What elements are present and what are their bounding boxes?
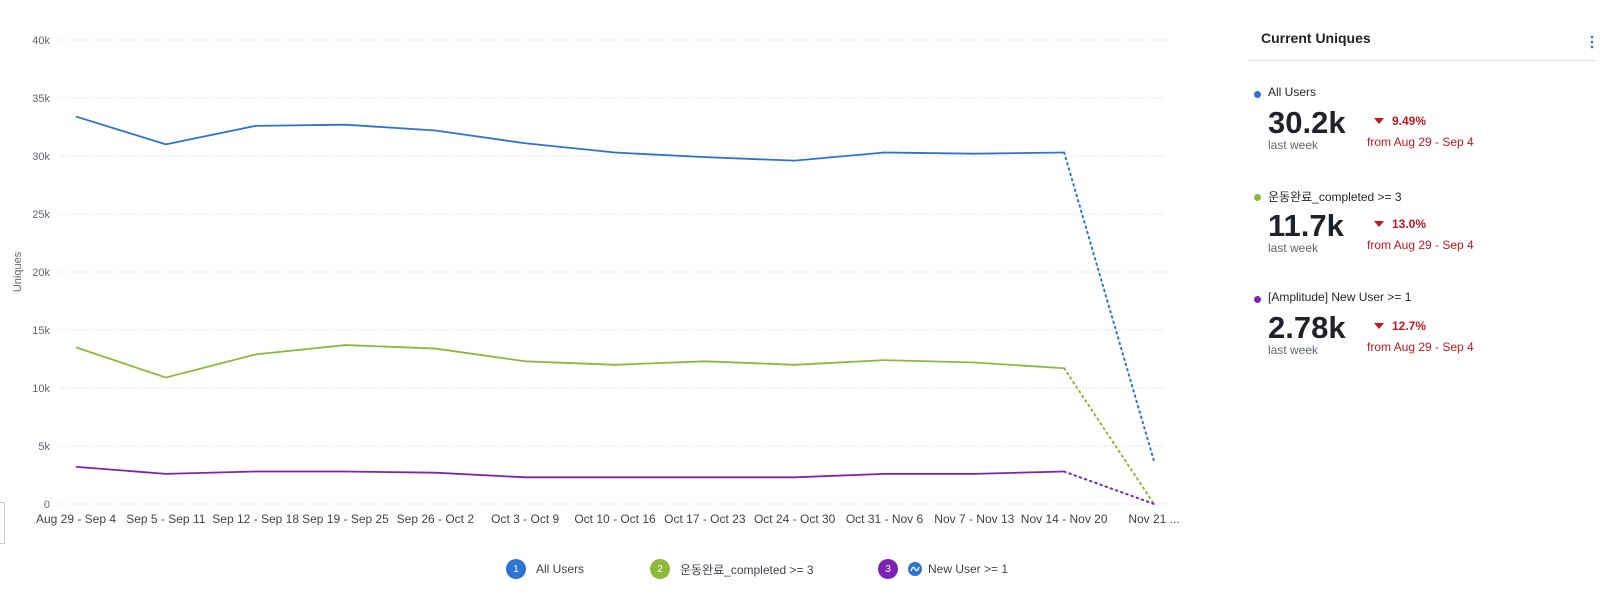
caret-down-icon [1374,323,1384,329]
x-tick-label: Oct 17 - Oct 23 [664,512,746,526]
metric-from: from Aug 29 - Sep 4 [1367,340,1474,354]
y-tick-label: 0 [44,499,50,511]
x-tick-label: Sep 19 - Sep 25 [302,512,389,526]
series-incomplete-segment [1063,367,1155,505]
y-tick-label: 5k [38,441,50,453]
y-tick-label: 10k [32,383,50,395]
x-tick-label: Oct 31 - Nov 6 [846,512,924,526]
x-tick-label: Nov 7 - Nov 13 [934,512,1014,526]
panel-divider [1247,60,1597,61]
legend-label: New User >= 1 [928,562,1009,576]
edge-handle [0,502,5,544]
x-tick-label: Oct 10 - Oct 16 [574,512,656,526]
metric-from: from Aug 29 - Sep 4 [1367,238,1474,252]
metric-name: [Amplitude] New User >= 1 [1268,290,1412,304]
metric-from: from Aug 29 - Sep 4 [1367,135,1474,149]
x-tick-label: Nov 14 - Nov 20 [1021,512,1108,526]
legend-label: All Users [536,562,585,576]
x-tick-label: Aug 29 - Sep 4 [36,512,116,526]
x-tick-label: Nov 21 ... [1128,512,1179,526]
legend-item-new-user[interactable]: 3 New User >= 1 [878,558,1008,580]
metric-new-user: [Amplitude] New User >= 1 2.78k last wee… [1254,290,1594,370]
caret-down-icon [1374,221,1384,227]
series-lines [75,115,1155,505]
metric-period: last week [1268,241,1319,255]
y-tick-label: 25k [32,209,50,221]
metric-value: 30.2k [1268,105,1346,140]
x-tick-label: Sep 5 - Sep 11 [126,512,205,526]
legend-badge: 2 [650,559,670,579]
y-axis-label: Uniques [12,251,24,292]
line-chart: 0 5k 10k 15k 20k 25k 30k 35k 40k Aug 29 - Sep 4 S… [12,35,1180,526]
series-incomplete-segment [1063,151,1155,463]
series-dot [1254,296,1261,303]
chart-grid [60,39,1166,505]
metric-all-users: All Users 30.2k last week 9.49% from Aug… [1254,85,1594,165]
y-tick-label: 35k [32,93,50,105]
series-dot [1254,194,1261,201]
x-axis: Aug 29 - Sep 4 Sep 5 - Sep 11 Sep 12 - Sep… [36,512,1180,526]
y-tick-label: 30k [32,151,50,163]
metric-name: 운동완료_completed >= 3 [1268,190,1402,204]
x-tick-label: Oct 3 - Oct 9 [491,512,559,526]
x-tick-label: Sep 26 - Oct 2 [397,512,475,526]
y-axis: 0 5k 10k 15k 20k 25k 30k 35k 40k [32,35,50,511]
metric-change: 9.49% [1374,114,1426,128]
x-tick-label: Oct 24 - Oct 30 [754,512,836,526]
x-tick-label: Sep 12 - Sep 18 [212,512,299,526]
metric-change: 12.7% [1374,319,1426,333]
more-vertical-icon[interactable] [1587,34,1597,50]
metric-name: All Users [1268,85,1317,99]
panel-title: Current Uniques [1261,30,1371,46]
metric-value: 2.78k [1268,310,1346,345]
y-tick-label: 20k [32,267,50,279]
y-tick-label: 15k [32,325,50,337]
metric-change: 13.0% [1374,217,1426,231]
metric-period: last week [1268,138,1319,152]
caret-down-icon [1374,118,1384,124]
amplitude-icon [908,562,922,576]
series-incomplete-segment [1063,470,1155,505]
legend-badge: 3 [878,559,898,579]
legend-item-all-users[interactable]: 1 All Users [506,558,584,580]
metric-value: 11.7k [1268,208,1344,243]
series-line [75,115,1065,162]
series-line [75,465,1065,479]
legend-badge: 1 [506,559,526,579]
series-dot [1254,91,1261,98]
legend-label: 운동완료_completed >= 3 [680,562,814,577]
metric-completed: 운동완료_completed >= 3 11.7k last week 13.0… [1254,188,1594,268]
legend-item-completed[interactable]: 2 운동완료_completed >= 3 [650,558,814,580]
y-tick-label: 40k [32,35,50,47]
metric-period: last week [1268,343,1319,357]
series-line [75,344,1065,379]
